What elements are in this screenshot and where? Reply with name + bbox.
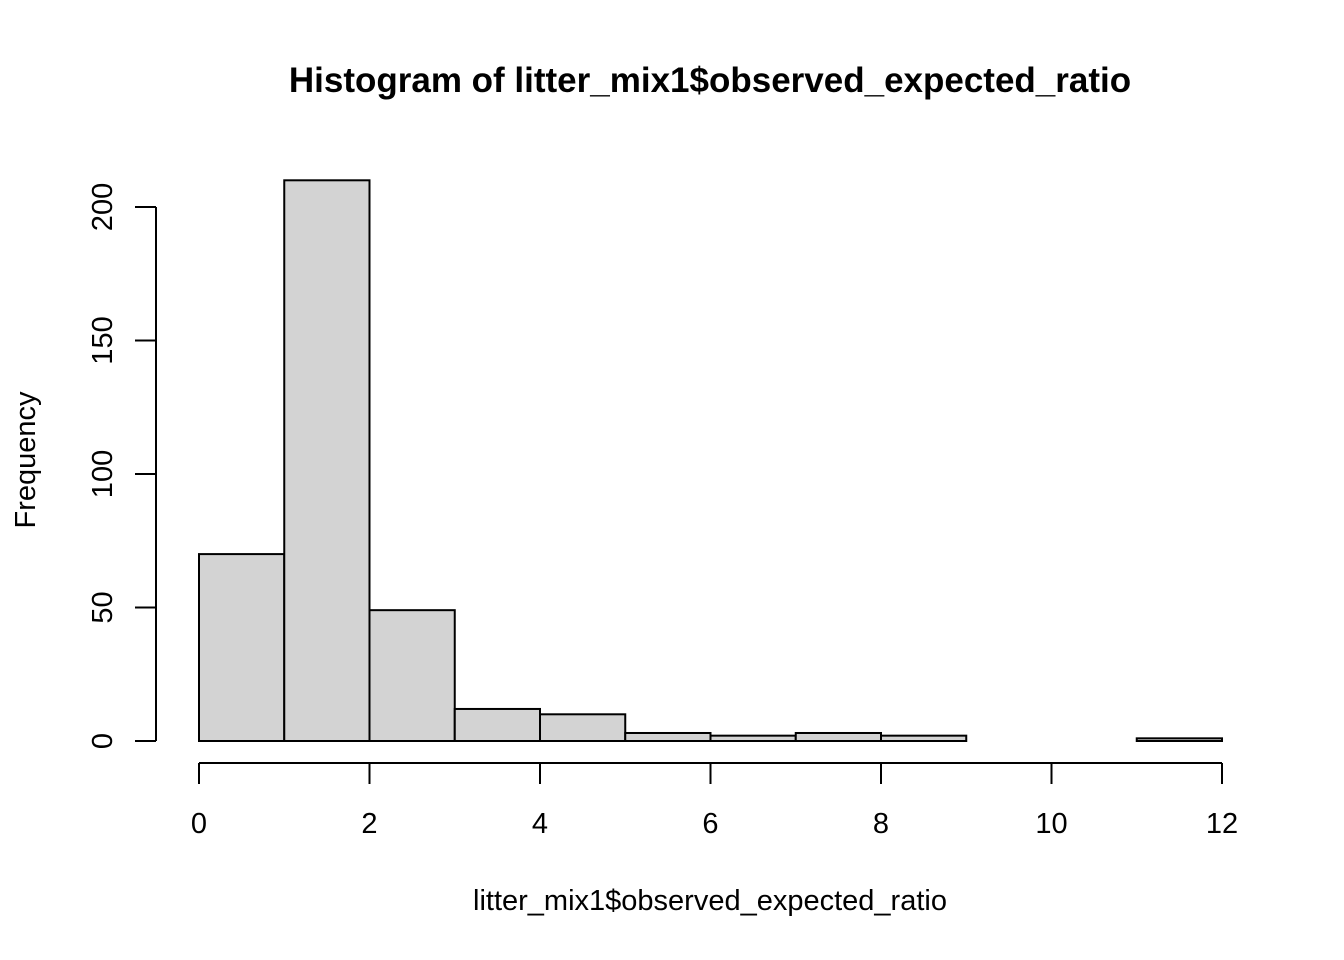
x-axis-label: litter_mix1$observed_expected_ratio — [473, 885, 947, 917]
histogram-bar-8 — [880, 734, 968, 742]
x-tick-label-5: 10 — [1035, 808, 1067, 840]
x-tick-label-0: 0 — [191, 808, 207, 840]
y-tick-label-1: 50 — [87, 591, 119, 623]
histogram-bar-4 — [539, 713, 627, 742]
y-axis: 0 50 100 150 200 — [87, 183, 157, 749]
x-tick-label-2: 4 — [532, 808, 548, 840]
y-tick-label-3: 150 — [87, 316, 119, 364]
x-tick-label-1: 2 — [361, 808, 377, 840]
chart-title: Histogram of litter_mix1$observed_expect… — [289, 61, 1131, 100]
histogram-bar-0 — [198, 553, 286, 742]
y-tick-label-4: 200 — [87, 183, 119, 231]
y-axis-label: Frequency — [10, 391, 42, 529]
x-tick-label-4: 8 — [873, 808, 889, 840]
histogram-bar-5 — [624, 731, 712, 742]
histogram-bar-6 — [709, 734, 797, 742]
histogram-bar-1 — [283, 179, 371, 743]
histogram-bar-3 — [453, 707, 541, 743]
histogram-bar-2 — [368, 609, 456, 742]
histogram-bar-7 — [794, 731, 882, 742]
x-axis: 0 2 4 6 8 10 12 — [191, 762, 1238, 840]
x-tick-label-6: 12 — [1206, 808, 1238, 840]
histogram-bar-11 — [1135, 737, 1223, 743]
y-tick-label-0: 0 — [87, 733, 119, 749]
bars-group — [198, 179, 1223, 743]
x-tick-label-3: 6 — [702, 808, 718, 840]
y-tick-label-2: 100 — [87, 450, 119, 498]
